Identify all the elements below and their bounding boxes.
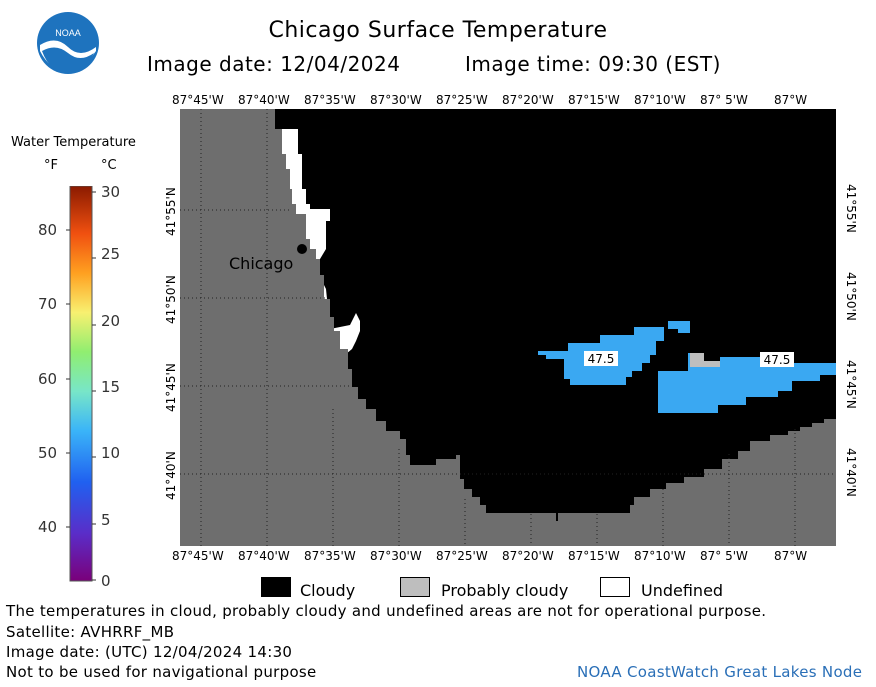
colorbar-title: Water Temperature <box>11 135 136 150</box>
f-label: 40 <box>38 518 58 536</box>
lat-tick: 41°50'N <box>164 275 178 324</box>
f-label: 50 <box>38 444 58 462</box>
probably-cloudy-swatch <box>400 577 430 597</box>
c-label: 25 <box>101 245 121 263</box>
image-time: Image time: 09:30 (EST) <box>465 52 721 76</box>
chicago-marker-icon <box>297 244 307 254</box>
land-graticule <box>180 109 836 546</box>
lat-tick: 41°50'N <box>844 272 858 321</box>
city-label: Chicago <box>229 254 293 273</box>
noaa-logo: NOAA <box>37 12 99 74</box>
temp-label-west: 47.5 <box>588 352 615 366</box>
probably-cloudy-area <box>690 353 720 367</box>
nav-warning-text: Not to be used for navigational purpose <box>6 663 317 681</box>
temperature-map: 47.5 47.5 Chicago <box>180 109 836 546</box>
satellite-text: Satellite: AVHRRF_MB <box>6 623 175 641</box>
c-label: 10 <box>101 444 121 462</box>
lon-tick: 87°40'W <box>238 93 290 107</box>
colorbar <box>66 186 96 582</box>
lat-tick: 41°40'N <box>164 451 178 500</box>
c-label: 5 <box>101 511 111 529</box>
disclaimer-text: The temperatures in cloud, probably clou… <box>6 602 767 620</box>
image-date: Image date: 12/04/2024 <box>147 52 401 76</box>
cloudy-label: Cloudy <box>300 581 356 600</box>
lon-tick: 87°40'W <box>238 549 290 563</box>
lon-tick: 87°10'W <box>634 549 686 563</box>
lon-tick: 87°20'W <box>502 93 554 107</box>
lon-tick: 87°15'W <box>568 549 620 563</box>
c-label: 15 <box>101 378 121 396</box>
c-label: 0 <box>101 572 111 590</box>
utc-date-text: Image date: (UTC) 12/04/2024 14:30 <box>6 643 293 661</box>
c-label: 20 <box>101 312 121 330</box>
lon-tick: 87°45'W <box>172 93 224 107</box>
cloudy-swatch <box>261 577 291 597</box>
lat-tick: 41°45'N <box>164 363 178 412</box>
probably-cloudy-label: Probably cloudy <box>441 581 569 600</box>
f-label: 60 <box>38 370 58 388</box>
f-label: 80 <box>38 221 58 239</box>
temp-label-east: 47.5 <box>764 353 791 367</box>
lon-tick: 87°20'W <box>502 549 554 563</box>
coastwatch-node-text: NOAA CoastWatch Great Lakes Node <box>577 663 863 681</box>
f-label: 70 <box>38 295 58 313</box>
lon-tick: 87° 5'W <box>700 93 748 107</box>
lon-tick: 87°10'W <box>634 93 686 107</box>
unit-fahrenheit: °F <box>44 158 58 173</box>
temp-label-box <box>584 351 618 366</box>
lon-tick: 87°25'W <box>436 549 488 563</box>
lon-tick: 87°30'W <box>370 93 422 107</box>
lon-tick: 87°W <box>774 549 808 563</box>
water-temp-patch-north <box>668 321 690 333</box>
land-area <box>180 109 836 546</box>
unit-celsius: °C <box>101 158 117 173</box>
lat-tick: 41°55'N <box>164 187 178 236</box>
lat-tick: 41°40'N <box>844 448 858 497</box>
water-temp-patch-east <box>658 353 836 413</box>
lon-tick: 87°25'W <box>436 93 488 107</box>
lon-tick: 87°35'W <box>304 549 356 563</box>
lat-tick: 41°45'N <box>844 360 858 409</box>
undefined-label: Undefined <box>641 581 724 600</box>
lon-tick: 87°15'W <box>568 93 620 107</box>
c-label: 30 <box>101 183 121 201</box>
map-title: Chicago Surface Temperature <box>268 18 608 43</box>
lon-tick: 87° 5'W <box>700 549 748 563</box>
lon-tick: 87°30'W <box>370 549 422 563</box>
temp-label-box <box>760 352 794 367</box>
lon-tick: 87°35'W <box>304 93 356 107</box>
lon-tick: 87°45'W <box>172 549 224 563</box>
lon-tick: 87°W <box>774 93 808 107</box>
noaa-logo-text: NOAA <box>55 28 81 38</box>
lat-tick: 41°55'N <box>844 184 858 233</box>
undefined-swatch <box>600 577 630 597</box>
